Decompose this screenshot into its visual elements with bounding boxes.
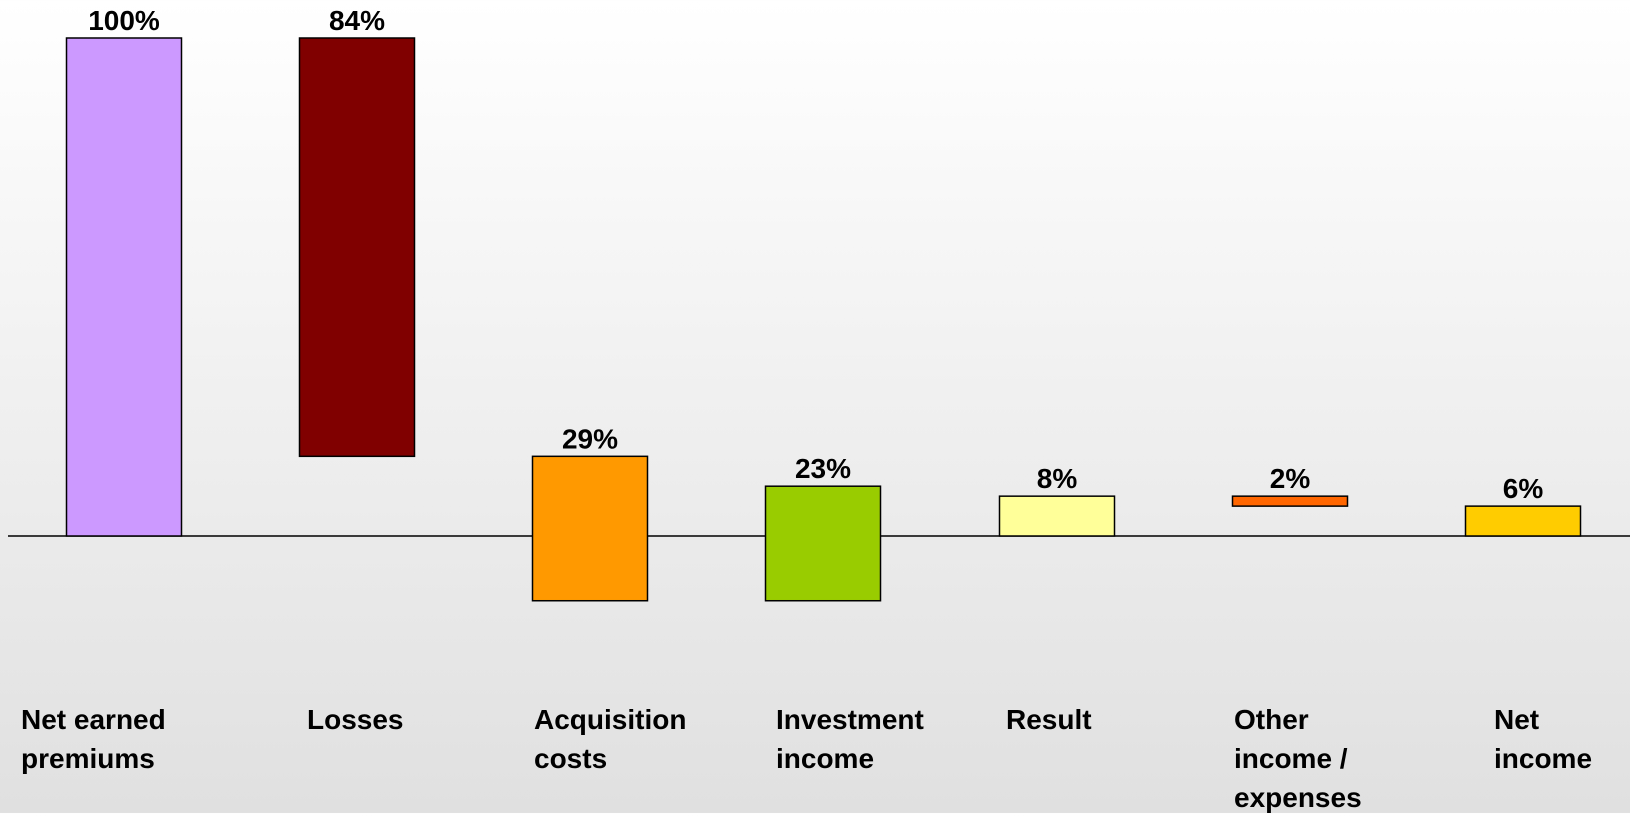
category-label: Net income <box>1494 704 1593 774</box>
data-label: 84% <box>329 5 385 36</box>
data-label: 6% <box>1503 473 1544 504</box>
bar <box>531 455 649 602</box>
data-label: 100% <box>88 5 160 36</box>
data-label: 2% <box>1270 463 1311 494</box>
bar <box>65 37 183 537</box>
category-label: Losses <box>307 704 404 735</box>
bar <box>1231 495 1349 507</box>
bar <box>764 485 882 602</box>
category-label: Net earned premiums <box>21 704 166 774</box>
data-label: 8% <box>1037 463 1078 494</box>
bar <box>998 495 1116 537</box>
bar <box>1464 505 1582 537</box>
category-label: Acquisition costs <box>534 704 687 774</box>
category-label: Other income / expenses <box>1234 704 1362 813</box>
data-label: 29% <box>562 423 618 454</box>
category-label: Result <box>1006 704 1092 735</box>
data-label: 23% <box>795 453 851 484</box>
bar <box>298 37 416 458</box>
category-label: Investment income <box>776 704 924 774</box>
